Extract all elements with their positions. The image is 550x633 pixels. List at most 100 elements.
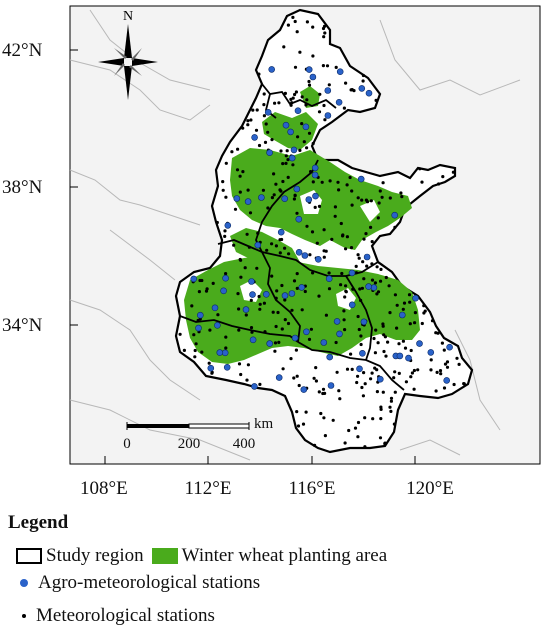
agro-station-symbol: [20, 579, 28, 587]
met-station-dot: [364, 232, 368, 236]
met-station-dot: [282, 45, 286, 49]
met-station-dot: [239, 372, 243, 377]
met-station-dot: [303, 289, 307, 294]
met-station-dot: [434, 389, 438, 393]
met-station-dot: [237, 362, 242, 366]
agro-station-dot: [275, 374, 283, 381]
met-station-dot: [363, 382, 367, 386]
met-station-dot: [304, 410, 308, 414]
met-station-dot: [232, 243, 236, 247]
met-station-dot: [322, 228, 326, 232]
met-station-dot: [374, 98, 378, 102]
agro-station-dot: [303, 328, 310, 336]
met-station-dot: [393, 225, 397, 229]
agro-station-dot: [254, 241, 262, 249]
met-station-dot: [370, 371, 374, 375]
met-station-dot: [193, 355, 197, 359]
agro-station-dot: [443, 377, 451, 384]
met-station-dot: [344, 81, 348, 85]
met-station-dot: [255, 108, 259, 112]
met-station-dot: [289, 103, 293, 107]
met-station-dot: [379, 417, 383, 421]
agro-station-dot: [427, 349, 435, 356]
met-station-dot: [334, 65, 338, 69]
met-station-dot: [263, 330, 267, 334]
met-station-dot: [285, 149, 289, 153]
met-station-dot: [365, 264, 369, 268]
met-station-dot: [400, 195, 404, 199]
met-station-dot: [300, 95, 304, 99]
met-station-dot: [223, 229, 227, 233]
met-station-dot: [378, 189, 382, 193]
met-station-dot: [351, 287, 355, 291]
agro-station-dot: [335, 99, 343, 106]
met-station-dot: [372, 336, 376, 341]
study-region-swatch: [16, 548, 42, 564]
met-station-dot: [360, 385, 364, 390]
met-station-dot: [278, 238, 282, 242]
met-station-dot: [341, 233, 345, 237]
met-station-dot: [388, 196, 392, 200]
met-station-dot: [388, 405, 392, 409]
agro-station-dot: [295, 249, 303, 256]
met-station-dot: [322, 255, 326, 259]
met-station-dot: [295, 30, 299, 34]
met-station-dot: [270, 138, 274, 142]
met-station-dot: [393, 293, 397, 297]
met-station-dot: [409, 375, 413, 379]
met-station-dot: [204, 289, 209, 293]
north-arrow-icon: [98, 24, 158, 100]
agro-station-dot: [311, 164, 319, 172]
met-station-dot: [375, 265, 379, 269]
met-station-dot: [438, 369, 443, 373]
agro-station-dot: [262, 290, 270, 298]
scale-tick-400: 400: [233, 436, 256, 452]
met-station-dot: [389, 399, 393, 403]
met-station-dot: [241, 126, 245, 130]
agro-station-dot: [324, 87, 332, 94]
met-station-dot: [323, 31, 327, 35]
met-station-dot: [291, 15, 295, 19]
met-station-dot: [236, 147, 240, 151]
met-station-dot: [451, 170, 455, 174]
met-station-dot: [224, 346, 228, 350]
met-station-dot: [321, 387, 326, 391]
met-station-dot: [442, 348, 446, 352]
agro-station-dot: [309, 73, 317, 81]
met-station-dot: [251, 108, 255, 112]
met-station-dot: [244, 313, 248, 317]
met-station-dot: [273, 101, 277, 105]
met-station-dot: [358, 287, 362, 291]
met-station-dot: [178, 332, 182, 336]
met-station-dot: [293, 92, 297, 97]
met-station-dot: [246, 123, 250, 127]
agro-station-dot: [281, 195, 289, 202]
met-station-dot: [272, 193, 276, 197]
met-station-dot: [338, 397, 342, 401]
met-station-dot: [305, 224, 309, 228]
scale-bar: [126, 422, 250, 430]
met-station-dot: [457, 362, 461, 366]
met-station-dot: [270, 242, 274, 246]
agro-station-dot: [305, 66, 313, 73]
met-station-dot: [462, 382, 466, 386]
met-station-dot: [395, 303, 399, 307]
lat-label-34: 34°N: [2, 315, 43, 336]
met-station-dot: [328, 179, 332, 183]
scale-tick-200: 200: [178, 436, 201, 452]
legend-row-region-wheat: Study region Winter wheat planting area: [16, 545, 387, 567]
legend-row-agro: Agro-meteorological stations: [16, 572, 260, 594]
met-station-dot: [295, 211, 299, 215]
agro-station-dot: [305, 196, 313, 203]
met-station-dot: [295, 410, 299, 414]
met-station-dot: [283, 246, 287, 250]
met-station-dot: [364, 198, 368, 202]
met-station-dot: [293, 65, 298, 69]
met-station-dot: [243, 266, 247, 270]
meteorological-stations-layer: [178, 15, 466, 449]
met-station-dot: [292, 197, 296, 201]
met-station-dot: [321, 64, 325, 68]
met-station-dot: [287, 252, 291, 256]
met-station-dot: [393, 390, 397, 394]
met-station-dot: [211, 281, 215, 285]
